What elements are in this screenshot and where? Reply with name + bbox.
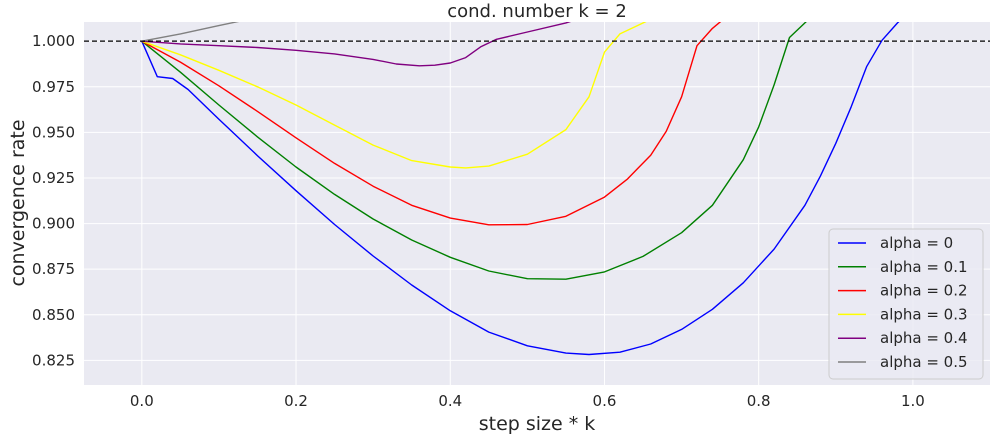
y-tick-label: 0.950 [32, 123, 75, 141]
series-line-3 [141, 22, 647, 169]
y-axis-label: convergence rate [7, 119, 29, 286]
y-tick-label: 0.825 [32, 351, 75, 369]
series-line-4 [141, 22, 572, 67]
y-tick-label: 0.925 [32, 169, 75, 187]
series-line-1 [141, 22, 807, 280]
legend-entry: alpha = 0.1 [880, 258, 968, 276]
x-tick-label: 0.8 [747, 392, 771, 410]
x-tick-label: 1.0 [901, 392, 925, 410]
legend-entry: alpha = 0.4 [880, 329, 968, 347]
legend-entry: alpha = 0 [880, 234, 953, 252]
series-line-0 [141, 22, 900, 356]
y-tick-label: 1.000 [32, 32, 75, 50]
y-tick-label: 0.850 [32, 306, 75, 324]
x-tick-label: 0.6 [593, 392, 617, 410]
x-axis-label: step size * k [479, 413, 596, 435]
series-layer [141, 22, 900, 356]
chart-title: cond. number k = 2 [447, 1, 627, 22]
y-tick-label: 0.875 [32, 260, 75, 278]
legend-box [828, 228, 984, 380]
x-axis: 0.0 0.2 0.4 0.6 0.8 1.0 [130, 392, 925, 410]
x-tick-label: 0.4 [438, 392, 462, 410]
x-tick-label: 0.2 [284, 392, 308, 410]
legend: alpha = 0 alpha = 0.1 alpha = 0.2 alpha = 0… [828, 228, 984, 380]
x-tick-label: 0.0 [130, 392, 154, 410]
y-tick-label: 0.975 [32, 78, 75, 96]
series-line-5 [141, 22, 240, 42]
y-tick-label: 0.900 [32, 215, 75, 233]
series-line-2 [141, 22, 722, 226]
y-axis: 0.825 0.850 0.875 0.900 0.925 0.950 0.975 1.000 [32, 32, 75, 369]
legend-entry: alpha = 0.5 [880, 353, 968, 371]
legend-entry: alpha = 0.3 [880, 305, 968, 323]
legend-entry: alpha = 0.2 [880, 282, 968, 300]
